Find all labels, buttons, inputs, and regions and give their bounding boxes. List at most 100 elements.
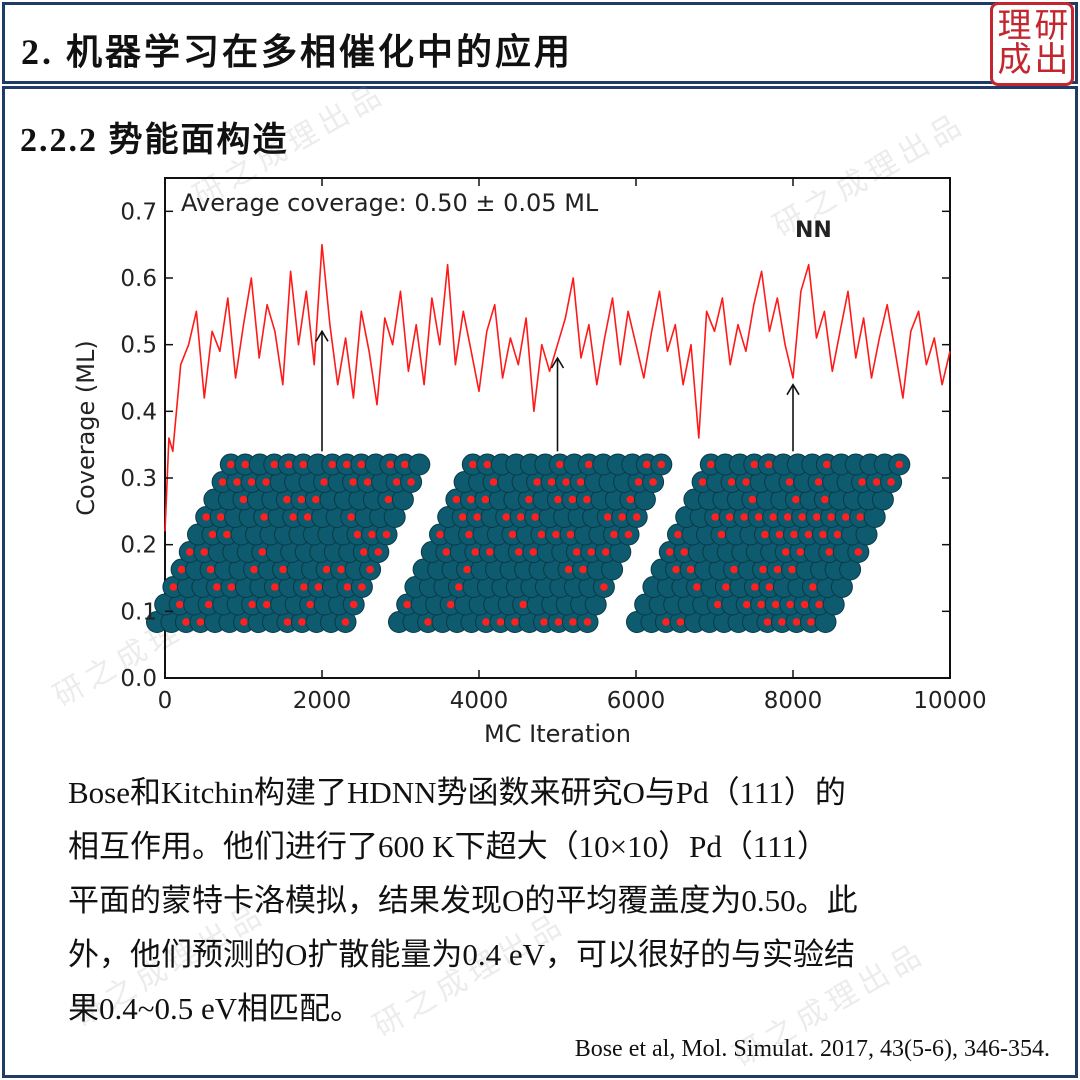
oxygen-adsorbate — [403, 600, 412, 609]
seal-char-1: 成 — [997, 40, 1032, 80]
oxygen-adsorbate — [303, 513, 312, 521]
oxygen-adsorbate — [788, 565, 796, 574]
oxygen-adsorbate — [262, 600, 271, 609]
y-tick-label: 0.7 — [120, 199, 157, 225]
oxygen-adsorbate — [579, 565, 587, 574]
oxygen-adsorbate — [285, 460, 293, 469]
oxygen-adsorbate — [713, 600, 722, 609]
oxygen-adsorbate — [887, 478, 895, 486]
paragraph-line: 果0.4~0.5 eV相匹配。 — [68, 991, 362, 1026]
oxygen-adsorbate — [465, 530, 473, 539]
oxygen-adsorbate — [508, 530, 517, 539]
oxygen-adsorbate — [469, 460, 477, 469]
oxygen-adsorbate — [262, 478, 270, 486]
arrow-head — [786, 383, 800, 396]
oxygen-adsorbate — [363, 478, 372, 486]
oxygen-adsorbate — [299, 460, 308, 469]
oxygen-adsorbate — [360, 548, 368, 556]
oxygen-adsorbate — [320, 478, 328, 486]
oxygen-adsorbate — [765, 583, 774, 591]
header-bar: 2. 机器学习在多相催化中的应用 — [2, 2, 1078, 84]
oxygen-adsorbate — [632, 513, 641, 521]
oxygen-adsorbate — [218, 478, 227, 486]
oxygen-adsorbate — [707, 460, 715, 469]
plot-frame — [164, 177, 951, 679]
citation: Bose et al, Mol. Simulat. 2017, 43(5-6),… — [574, 1036, 1050, 1062]
y-tick-label: 0.2 — [120, 533, 157, 559]
oxygen-adsorbate — [759, 565, 767, 574]
oxygen-adsorbate — [765, 460, 773, 469]
oxygen-adsorbate — [177, 565, 186, 574]
oxygen-adsorbate — [204, 600, 213, 609]
oxygen-adsorbate — [566, 530, 575, 539]
content-frame — [2, 86, 1078, 1078]
oxygen-adsorbate — [786, 600, 794, 609]
oxygen-adsorbate — [552, 530, 560, 539]
oxygen-adsorbate — [258, 548, 267, 556]
oxygen-adsorbate — [676, 618, 685, 626]
oxygen-adsorbate — [547, 478, 556, 486]
oxygen-adsorbate — [698, 478, 707, 486]
oxygen-adsorbate — [569, 618, 577, 626]
oxygen-adsorbate — [798, 513, 806, 521]
oxygen-adsorbate — [240, 618, 248, 626]
oxygen-adsorbate — [827, 513, 835, 521]
y-axis-label: Coverage (ML) — [72, 340, 100, 515]
oxygen-adsorbate — [298, 618, 306, 626]
oxygen-adsorbate — [815, 600, 823, 609]
oxygen-adsorbate — [496, 618, 505, 626]
oxygen-adsorbate — [717, 530, 726, 539]
oxygen-adsorbate — [564, 565, 573, 574]
oxygen-adsorbate — [175, 600, 184, 609]
oxygen-adsorbate — [208, 530, 217, 539]
oxygen-adsorbate — [343, 460, 351, 469]
oxygen-adsorbate — [895, 460, 904, 469]
oxygen-adsorbate — [854, 548, 863, 556]
oxygen-adsorbate — [516, 513, 525, 521]
oxygen-adsorbate — [568, 495, 577, 504]
x-tick-label: 10000 — [913, 688, 986, 714]
oxygen-adsorbate — [833, 530, 842, 539]
oxygen-adsorbate — [748, 495, 757, 504]
series-line — [164, 243, 951, 532]
oxygen-adsorbate — [540, 618, 548, 626]
oxygen-adsorbate — [602, 548, 610, 556]
oxygen-adsorbate — [366, 565, 374, 574]
oxygen-adsorbate — [458, 513, 467, 521]
arrow-head — [315, 329, 329, 342]
paragraph-line: 相互作用。他们进行了600 K下超大（10×10）Pd（111） — [68, 829, 829, 864]
oxygen-adsorbate — [819, 530, 827, 539]
oxygen-adsorbate — [783, 513, 792, 521]
oxygen-adsorbate — [213, 583, 221, 591]
oxygen-adsorbate — [314, 583, 323, 591]
seal-char-2: 研 — [1034, 6, 1069, 46]
oxygen-adsorbate — [751, 583, 759, 591]
oxygen-adsorbate — [727, 478, 736, 486]
oxygen-adsorbate — [343, 583, 352, 591]
oxygen-adsorbate — [442, 548, 451, 556]
oxygen-adsorbate — [297, 495, 306, 504]
oxygen-adsorbate — [349, 600, 358, 609]
oxygen-adsorbate — [761, 530, 769, 539]
oxygen-adsorbate — [312, 495, 320, 504]
oxygen-adsorbate — [812, 513, 821, 521]
oxygen-adsorbate — [672, 565, 680, 574]
seal-char-3: 理 — [997, 6, 1032, 46]
oxygen-adsorbate — [502, 513, 511, 521]
logo-seal: 成 研 理 出 — [990, 2, 1074, 86]
oxygen-adsorbate — [337, 565, 345, 574]
oxygen-adsorbate — [618, 513, 626, 521]
oxygen-adsorbate — [624, 530, 633, 539]
y-tick-label: 0.0 — [120, 666, 157, 692]
oxygen-adsorbate — [585, 460, 593, 469]
oxygen-adsorbate — [792, 618, 801, 626]
oxygen-adsorbate — [248, 600, 256, 609]
oxygen-adsorbate — [279, 565, 287, 574]
oxygen-adsorbate — [775, 530, 784, 539]
oxygen-adsorbate — [711, 513, 719, 521]
oxygen-adsorbate — [785, 478, 794, 486]
oxygen-adsorbate — [374, 548, 383, 556]
oxygen-adsorbate — [674, 530, 682, 539]
oxygen-adsorbate — [386, 460, 395, 469]
